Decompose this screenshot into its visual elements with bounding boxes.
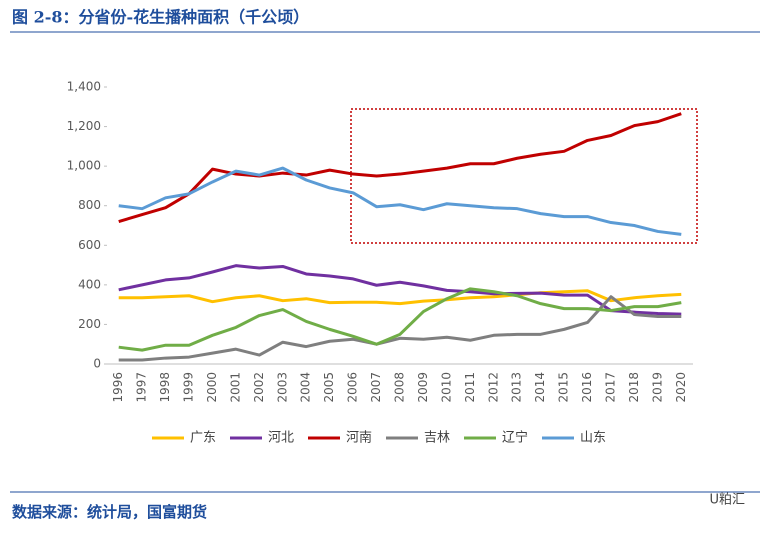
legend-label: 吉林 <box>424 431 450 446</box>
x-tick-label: 2000 <box>205 372 219 403</box>
x-tick-label: 2020 <box>674 372 688 403</box>
highlight-box <box>350 108 698 244</box>
x-tick-label: 1999 <box>182 372 196 403</box>
y-tick-label: 200 <box>78 317 101 331</box>
x-tick-label: 2007 <box>369 372 383 403</box>
x-tick-label: 2016 <box>580 372 594 403</box>
source: 数据来源：统计局，国富期货 <box>12 503 207 521</box>
x-tick-label: 2004 <box>299 372 313 403</box>
series-line <box>118 264 682 316</box>
watermark: U粕汇 <box>709 493 745 508</box>
x-tick-label: 1996 <box>111 372 125 403</box>
series-line <box>118 166 682 236</box>
y-tick-label: 1,400 <box>67 80 101 94</box>
x-tick-label: 2012 <box>486 372 500 403</box>
y-tick-label: 800 <box>78 198 101 212</box>
x-tick-label: 2015 <box>557 372 571 403</box>
series-line <box>118 289 682 306</box>
x-tick-label: 2001 <box>228 372 242 403</box>
y-tick-label: 400 <box>78 277 101 291</box>
x-tick-label: 2005 <box>322 372 336 403</box>
x-tick-label: 2002 <box>252 372 266 403</box>
series-line <box>118 287 682 352</box>
x-tick-label: 2010 <box>439 372 453 403</box>
x-tick-label: 2008 <box>393 372 407 403</box>
legend-label: 河北 <box>268 431 294 446</box>
legend-label: 广东 <box>190 431 216 446</box>
x-tick-label: 2014 <box>533 372 547 403</box>
x-tick-label: 1998 <box>158 372 172 403</box>
legend-label: 辽宁 <box>502 430 528 446</box>
y-tick-label: 0 <box>93 357 101 371</box>
y-tick-label: 1,200 <box>67 119 101 133</box>
legend-label: 山东 <box>580 431 606 446</box>
x-tick-label: 2006 <box>346 372 360 403</box>
x-tick-label: 2003 <box>275 372 289 403</box>
x-tick-label: 2013 <box>510 372 524 403</box>
x-tick-label: 2009 <box>416 372 430 403</box>
x-tick-label: 2018 <box>627 372 641 403</box>
x-tick-label: 2019 <box>650 372 664 403</box>
series-line <box>118 112 682 223</box>
series-line <box>118 295 682 362</box>
x-tick-label: 2011 <box>463 372 477 403</box>
y-tick-label: 1,000 <box>67 159 101 173</box>
chart-title: 图 2-8：分省份-花生播种面积（千公顷） <box>12 8 309 27</box>
legend-label: 河南 <box>346 430 372 446</box>
x-tick-label: 2017 <box>603 372 617 403</box>
x-tick-label: 1997 <box>135 372 149 403</box>
y-tick-label: 600 <box>78 238 101 252</box>
